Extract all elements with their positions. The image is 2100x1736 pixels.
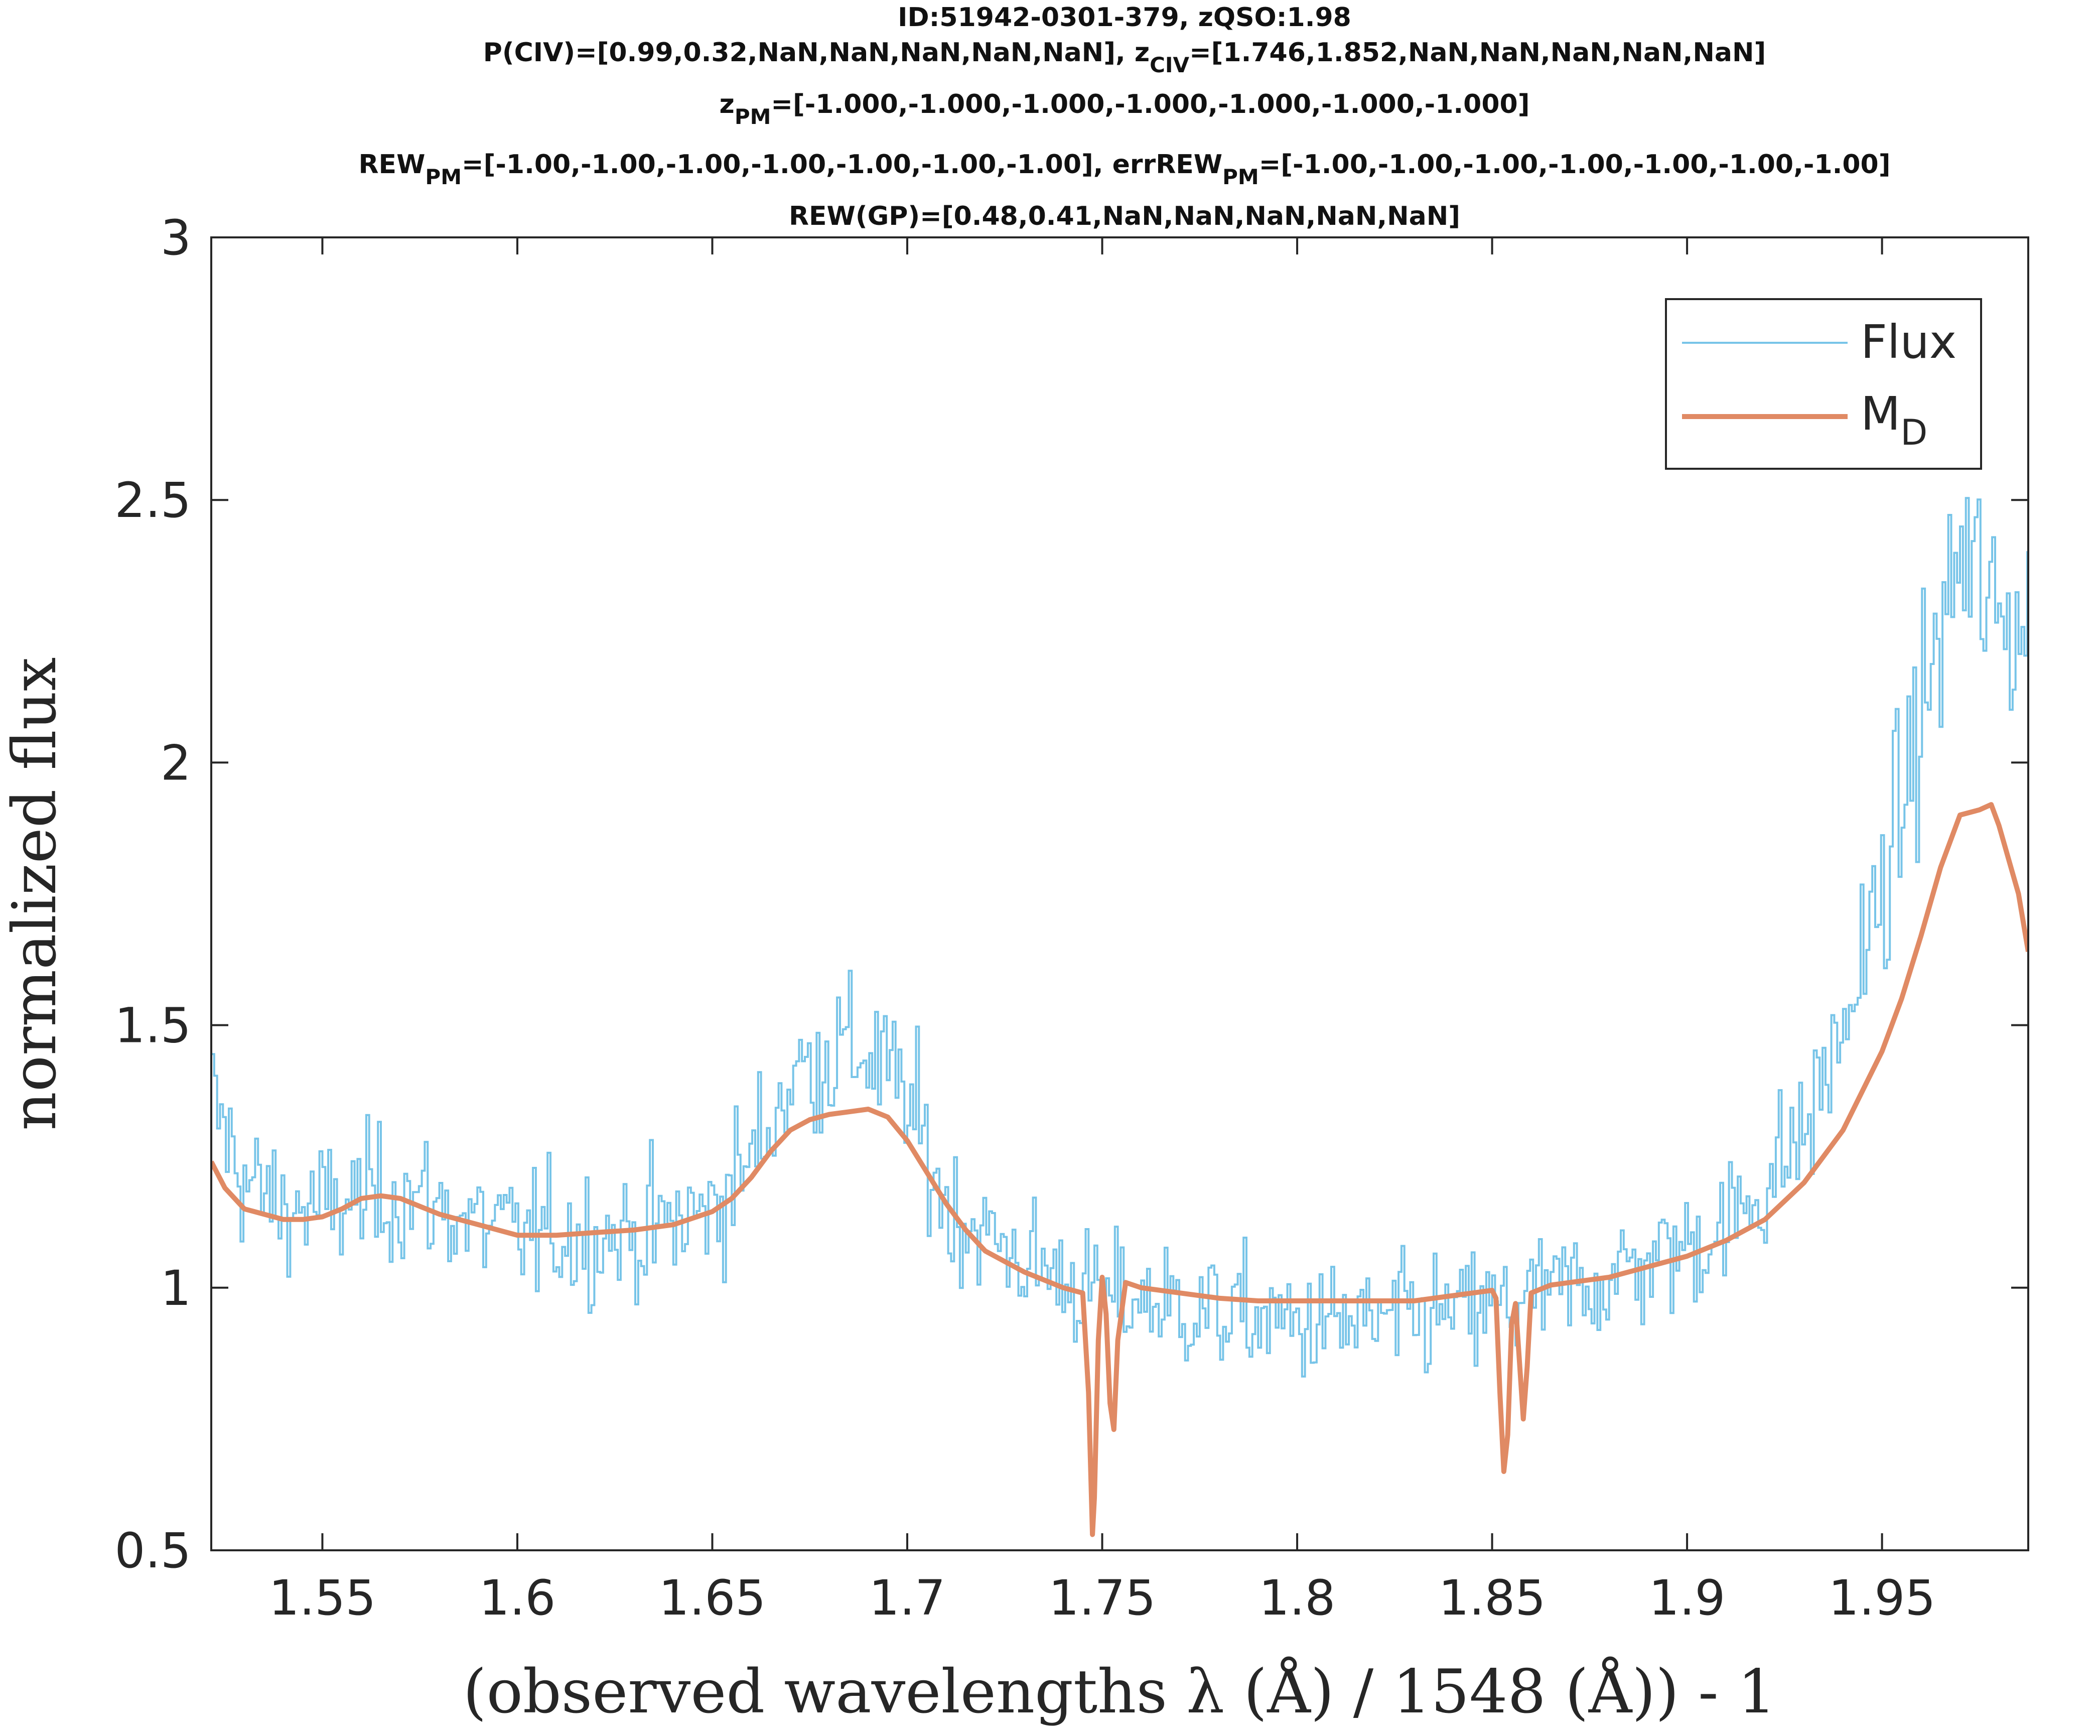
title-line-1: ID:51942-0301-379, zQSO:1.98: [898, 3, 1351, 33]
x-tick-label: 1.65: [659, 1570, 766, 1626]
legend: Flux MD: [1665, 298, 1982, 470]
title-line-5: REW(GP)=[0.48,0.41,NaN,NaN,NaN,NaN,NaN]: [789, 201, 1460, 231]
y-tick-label: 0.5: [114, 1523, 191, 1579]
title-line-3-subscript: PM: [735, 104, 771, 129]
x-tick-label: 1.95: [1829, 1570, 1936, 1626]
y-tick-label: 1: [161, 1260, 191, 1316]
x-axis-ticks: 1.55 1.6 1.65 1.7 1.75 1.8 1.85 1.9 1.95: [269, 237, 1936, 1626]
title-line-2-part-b: =[1.746,1.852,NaN,NaN,NaN,NaN,NaN]: [1189, 38, 1766, 68]
title-line-4-subscript-1: PM: [425, 165, 462, 189]
axes-box: [210, 236, 2029, 1551]
x-tick-label: 1.85: [1439, 1570, 1546, 1626]
x-tick-label: 1.7: [869, 1570, 946, 1626]
x-tick-label: 1.9: [1649, 1570, 1726, 1626]
chart-title: ID:51942-0301-379, zQSO:1.98 P(CIV)=[0.9…: [359, 3, 1891, 231]
title-line-4-part-b: =[-1.00,-1.00,-1.00,-1.00,-1.00,-1.00,-1…: [462, 150, 1222, 180]
y-tick-label: 1.5: [114, 998, 191, 1054]
title-line-3-part-b: =[-1.000,-1.000,-1.000,-1.000,-1.000,-1.…: [771, 89, 1529, 119]
x-axis-label: (observed wavelengths λ (Å) / 1548 (Å)) …: [463, 1656, 1776, 1727]
title-line-3: zPM=[-1.000,-1.000,-1.000,-1.000,-1.000,…: [720, 89, 1530, 129]
y-tick-label: 3: [161, 210, 191, 266]
legend-model-label-subscript: D: [1900, 412, 1927, 453]
title-line-2: P(CIV)=[0.99,0.32,NaN,NaN,NaN,NaN,NaN], …: [483, 38, 1766, 77]
series-group: [211, 497, 2028, 1537]
title-line-2-part-a: P(CIV)=[0.99,0.32,NaN,NaN,NaN,NaN,NaN], …: [483, 38, 1150, 68]
legend-model-label: MD: [1861, 387, 1927, 453]
title-line-3-part-a: z: [720, 89, 735, 119]
series-model-line: [211, 802, 2028, 1537]
title-line-2-subscript: CIV: [1150, 53, 1189, 77]
x-tick-label: 1.6: [479, 1570, 556, 1626]
y-axis-label: normalized flux: [0, 657, 70, 1130]
y-axis-ticks: 0.5 1 1.5 2 2.5 3: [114, 210, 2028, 1579]
x-tick-label: 1.75: [1049, 1570, 1156, 1626]
y-tick-label: 2: [161, 735, 191, 791]
title-line-4: REWPM=[-1.00,-1.00,-1.00,-1.00,-1.00,-1.…: [359, 150, 1891, 189]
x-tick-label: 1.8: [1259, 1570, 1336, 1626]
legend-model-label-main: M: [1861, 387, 1900, 441]
y-tick-label: 2.5: [114, 472, 191, 528]
legend-flux-label: Flux: [1861, 315, 1956, 369]
title-line-4-part-a: REW: [359, 150, 426, 180]
x-tick-label: 1.55: [269, 1570, 376, 1626]
title-line-4-subscript-2: PM: [1222, 165, 1259, 189]
legend-box: [1665, 298, 1982, 470]
title-line-4-part-c: =[-1.00,-1.00,-1.00,-1.00,-1.00,-1.00,-1…: [1259, 150, 1891, 180]
